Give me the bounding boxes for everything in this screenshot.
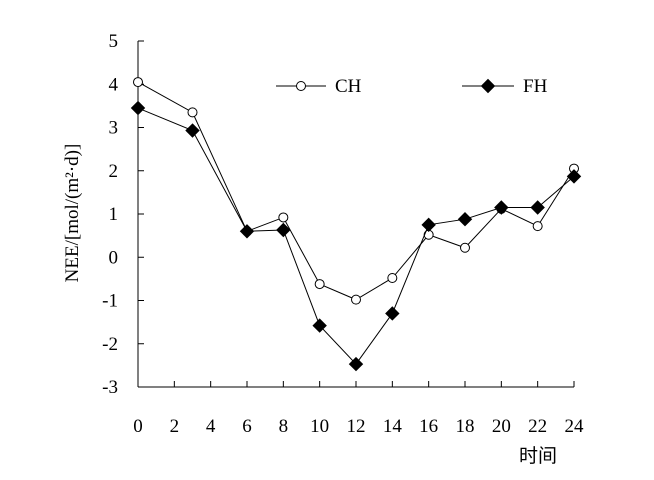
data-point-ch	[532, 221, 543, 232]
y-ticks: -3 -2 -1 0 1 2 3 4 5	[102, 31, 144, 398]
x-tick-label: 2	[170, 416, 180, 437]
y-axis-title: NEE/[mol/(m²·d)]	[62, 144, 83, 283]
y-tick-label: 3	[109, 118, 119, 139]
series-fh	[130, 100, 582, 372]
x-tick-label: 10	[310, 416, 329, 437]
x-tick-label: 18	[456, 416, 475, 437]
legend-label: CH	[335, 76, 362, 97]
y-tick-label: -1	[102, 291, 118, 312]
x-tick-label: 24	[565, 416, 585, 437]
legend-marker	[480, 78, 496, 94]
data-point-ch	[387, 273, 398, 284]
data-point-fh	[348, 356, 364, 372]
data-point-fh	[385, 306, 400, 321]
x-ticks: 0 2 4 6 8 10 12 14 16 18 20 22 24	[133, 381, 584, 437]
series-ch	[133, 77, 579, 305]
y-tick-label: 2	[109, 161, 119, 182]
data-point-fh	[494, 200, 509, 215]
y-tick-label: -3	[102, 377, 118, 398]
legend-item-fh: FH	[462, 76, 548, 97]
data-point-fh	[457, 211, 473, 227]
x-tick-label: 12	[347, 416, 366, 437]
series-line-ch	[137, 81, 575, 301]
legend-item-ch: CH	[276, 76, 362, 97]
x-tick-label: 0	[133, 416, 143, 437]
data-point-fh	[566, 169, 582, 184]
x-tick-label: 8	[279, 416, 289, 437]
data-point-fh	[276, 222, 291, 238]
y-tick-label: 1	[109, 204, 119, 225]
y-tick-label: 4	[109, 74, 119, 95]
data-point-ch	[278, 212, 289, 223]
series-layer	[130, 77, 582, 372]
x-tick-label: 22	[528, 416, 547, 437]
x-tick-label: 14	[383, 416, 403, 437]
data-point-fh	[130, 100, 146, 116]
y-tick-label: -2	[102, 334, 118, 355]
series-line-fh	[137, 107, 575, 365]
data-point-fh	[239, 224, 255, 239]
legend: CH FH	[276, 76, 548, 97]
x-tick-label: 4	[206, 416, 216, 437]
legend-marker	[296, 81, 306, 91]
x-axis-title: 时间	[519, 445, 557, 467]
data-point-ch	[133, 77, 143, 88]
data-point-fh	[530, 200, 545, 215]
data-point-fh	[185, 123, 200, 138]
data-point-ch	[351, 294, 361, 305]
x-tick-label: 20	[492, 416, 511, 437]
x-tick-label: 6	[242, 416, 252, 437]
data-point-ch	[460, 242, 470, 253]
data-point-ch	[314, 279, 325, 290]
data-point-fh	[312, 318, 327, 333]
data-point-fh	[421, 217, 436, 233]
y-tick-label: 5	[109, 31, 119, 52]
data-point-ch	[187, 107, 198, 118]
y-tick-label: 0	[109, 247, 119, 268]
legend-label: FH	[523, 76, 548, 97]
x-tick-label: 16	[419, 416, 438, 437]
